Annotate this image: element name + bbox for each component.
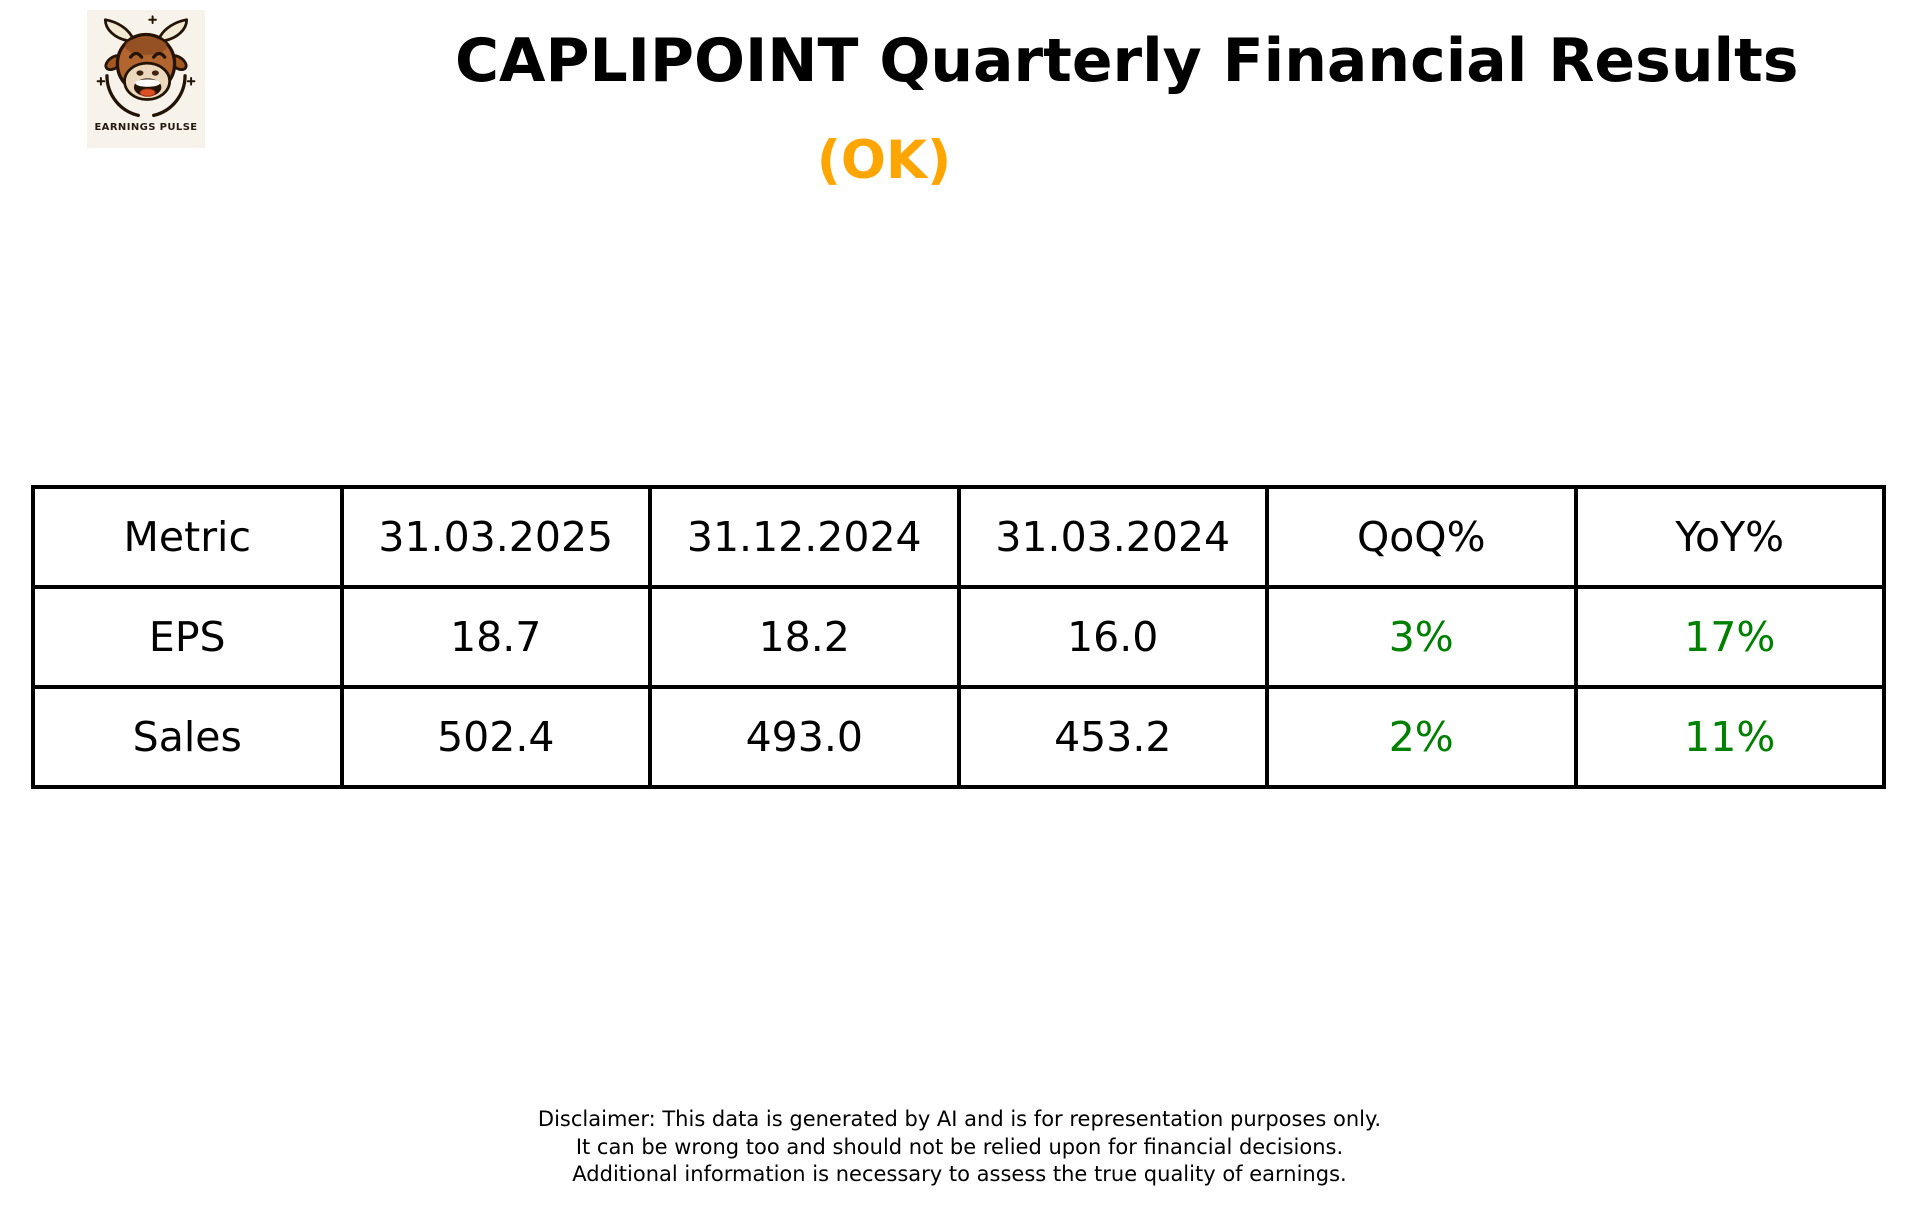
sales-value-current: 502.4 [339, 685, 652, 789]
status-badge: (OK) [816, 130, 952, 191]
eps-metric-label: EPS [31, 585, 344, 689]
eps-value-current: 18.7 [339, 585, 652, 689]
table-row-eps: EPS 18.7 18.2 16.0 3% 17% [31, 585, 1886, 689]
disclaimer-line-3: Additional information is necessary to a… [572, 1162, 1347, 1186]
page-title: CAPLIPOINT Quarterly Financial Results [455, 26, 1799, 96]
col-header-q-current: 31.03.2025 [339, 485, 652, 589]
eps-value-previous: 18.2 [648, 585, 961, 689]
eps-qoq-percent: 3% [1265, 585, 1578, 689]
sales-qoq-percent: 2% [1265, 685, 1578, 789]
table-row-sales: Sales 502.4 493.0 453.2 2% 11% [31, 685, 1886, 789]
eps-yoy-percent: 17% [1573, 585, 1886, 689]
col-header-yoy: YoY% [1573, 485, 1886, 589]
col-header-q-previous: 31.12.2024 [648, 485, 961, 589]
col-header-metric: Metric [31, 485, 344, 589]
col-header-q-yearago: 31.03.2024 [956, 485, 1269, 589]
sales-yoy-percent: 11% [1573, 685, 1886, 789]
earnings-pulse-logo: EARNINGS PULSE [87, 10, 205, 148]
bull-logo-icon [96, 15, 196, 118]
table-header-row: Metric 31.03.2025 31.12.2024 31.03.2024 … [31, 485, 1886, 589]
disclaimer-line-2: It can be wrong too and should not be re… [575, 1134, 1344, 1159]
disclaimer-line-1: Disclaimer: This data is generated by AI… [537, 1107, 1382, 1131]
sales-value-previous: 493.0 [648, 685, 961, 789]
sales-value-yearago: 453.2 [956, 685, 1269, 789]
eps-value-yearago: 16.0 [956, 585, 1269, 689]
disclaimer-text: Disclaimer: This data is generated by AI… [0, 1106, 1919, 1189]
logo-brand-text: EARNINGS PULSE [94, 122, 198, 133]
col-header-qoq: QoQ% [1265, 485, 1578, 589]
financial-results-table: Metric 31.03.2025 31.12.2024 31.03.2024 … [31, 485, 1886, 789]
sales-metric-label: Sales [31, 685, 344, 789]
